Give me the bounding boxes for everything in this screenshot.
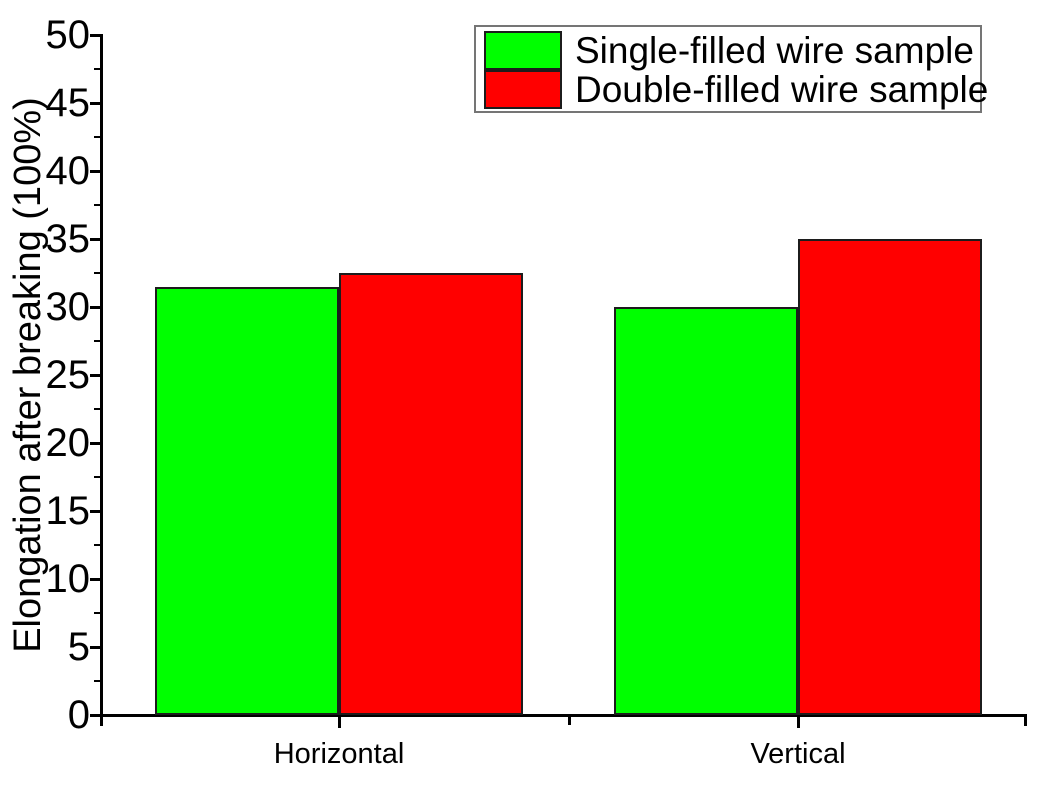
y-tick-label: 40 (45, 149, 91, 193)
x-end-tick (100, 717, 103, 726)
y-major-tick (90, 169, 100, 173)
legend: Single-filled wire sample Double-filled w… (474, 25, 988, 113)
y-major-tick (90, 237, 100, 241)
y-major-tick (90, 33, 100, 37)
bar-vertical-series-2 (798, 239, 982, 715)
y-major-tick (90, 577, 100, 581)
legend-item: Double-filled wire sample (484, 70, 988, 109)
y-tick-label: 10 (45, 557, 91, 601)
category-label: Vertical (750, 738, 846, 770)
category-label: Horizontal (273, 738, 405, 770)
y-tick-label: 20 (45, 421, 91, 465)
y-tick-label: 0 (67, 693, 90, 737)
y-minor-tick (94, 68, 100, 70)
y-tick-label: 50 (45, 13, 91, 57)
y-minor-tick (94, 476, 100, 478)
bar-vertical-series-1 (614, 307, 798, 715)
y-tick-label: 45 (45, 81, 91, 125)
legend-label: Double-filled wire sample (575, 69, 989, 110)
y-minor-tick (94, 136, 100, 138)
y-major-tick (90, 305, 100, 309)
bar-horizontal-series-2 (339, 273, 523, 715)
y-minor-tick (94, 680, 100, 682)
y-minor-tick (94, 612, 100, 614)
legend-item: Single-filled wire sample (484, 30, 974, 71)
y-tick-label: 5 (67, 625, 90, 669)
y-major-tick (90, 441, 100, 445)
y-major-tick (90, 373, 100, 377)
y-tick-label: 30 (45, 285, 91, 329)
x-category-tick (796, 717, 800, 728)
y-tick-label: 25 (45, 353, 91, 397)
legend-swatch-series-1 (484, 31, 562, 70)
y-major-tick (90, 713, 100, 717)
y-major-tick (90, 509, 100, 513)
legend-label: Single-filled wire sample (575, 30, 974, 71)
y-major-tick (90, 101, 100, 105)
y-minor-tick (94, 340, 100, 342)
legend-swatch-series-2 (484, 70, 562, 109)
y-minor-tick (94, 272, 100, 274)
bar-horizontal-series-1 (155, 286, 339, 715)
y-minor-tick (94, 408, 100, 410)
y-axis-line (100, 34, 103, 718)
x-end-tick (1024, 717, 1027, 726)
y-major-tick (90, 645, 100, 649)
y-tick-label: 35 (45, 217, 91, 261)
x-category-tick (337, 717, 341, 728)
x-minor-tick (567, 717, 571, 725)
x-axis-line (100, 714, 1027, 717)
y-minor-tick (94, 204, 100, 206)
y-tick-label: 15 (45, 489, 91, 533)
y-minor-tick (94, 544, 100, 546)
